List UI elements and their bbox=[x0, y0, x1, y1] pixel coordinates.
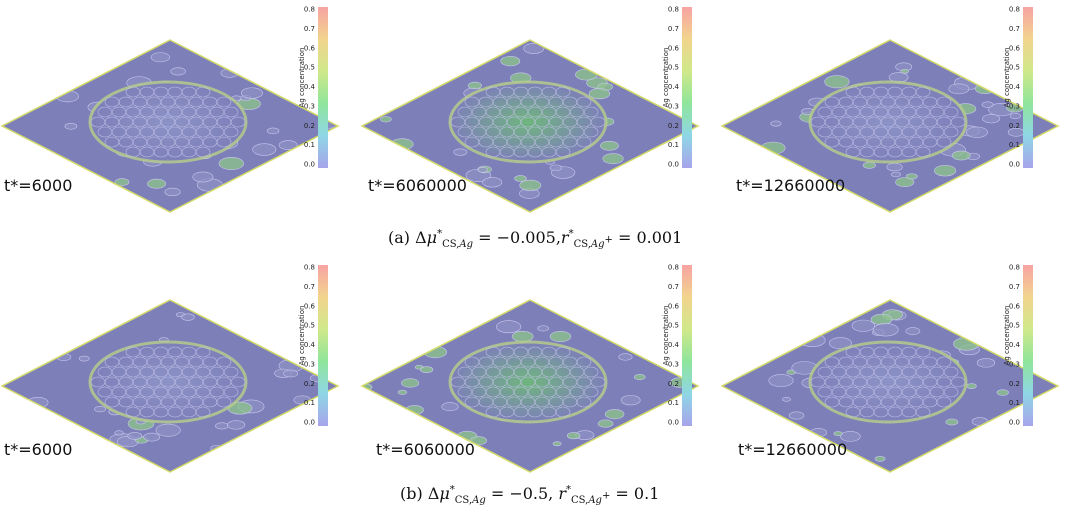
colorbar-tick-label: 0.1 bbox=[668, 399, 679, 407]
colorbar-tick-label: 0.3 bbox=[304, 360, 315, 368]
colorbar-tick-label: 0.1 bbox=[668, 141, 679, 149]
colorbar: 0.8 0.7 0.6 0.5 0.4 0.3 0.2 0.1 0.0 Ag concentrat… bbox=[298, 264, 328, 427]
colorbar-tick-label: 0.7 bbox=[1009, 283, 1020, 291]
colorbar-tick-label: 0.0 bbox=[304, 419, 315, 427]
colorbar-tick-label: 0.3 bbox=[668, 360, 679, 368]
colorbar: 0.8 0.7 0.6 0.5 0.4 0.3 0.2 0.1 0.0 Ag concentrat… bbox=[298, 6, 328, 169]
colorbar-title: Ag concentration bbox=[1003, 306, 1011, 366]
colorbar-tick-label: 0.5 bbox=[668, 322, 679, 330]
colorbar-tick-label: 0.1 bbox=[304, 141, 315, 149]
colorbar-tick-label: 0.2 bbox=[1009, 122, 1020, 130]
colorbar-tick-label: 0.6 bbox=[668, 44, 680, 52]
colorbar-tick-label: 0.6 bbox=[304, 44, 316, 52]
colorbar-tick-label: 0.8 bbox=[668, 6, 679, 14]
colorbar-tick-label: 0.8 bbox=[304, 6, 315, 14]
simulation-plot-b2: 0.8 0.7 0.6 0.5 0.4 0.3 0.2 0.1 0.0 Ag concentrat… bbox=[360, 264, 700, 473]
colorbar-tick-label: 0.0 bbox=[1009, 419, 1020, 427]
simulation-plate bbox=[0, 39, 340, 213]
colorbar-tick-label: 0.1 bbox=[1009, 399, 1020, 407]
colorbar-tick-label: 0.5 bbox=[1009, 64, 1020, 72]
time-label: t*=6060000 bbox=[368, 176, 467, 195]
colorbar-title: Ag concentration bbox=[298, 306, 306, 366]
time-label: t*=6000 bbox=[4, 176, 73, 195]
colorbar-tick-label: 0.4 bbox=[668, 83, 680, 91]
colorbar-tick-label: 0.3 bbox=[1009, 102, 1020, 110]
colorbar-tick-label: 0.6 bbox=[668, 302, 680, 310]
colorbar-tick-label: 0.0 bbox=[668, 419, 679, 427]
r-value: 0.1 bbox=[633, 484, 660, 503]
time-label: t*=12660000 bbox=[738, 440, 848, 459]
simulation-plot-a2: 0.8 0.7 0.6 0.5 0.4 0.3 0.2 0.1 0.0 Ag concentrat… bbox=[360, 6, 700, 213]
colorbar-tick-label: 0.3 bbox=[1009, 360, 1020, 368]
time-label: t*=12660000 bbox=[736, 176, 846, 195]
caption-a: (a) Δμ*CS,Ag = −0.005,r*CS,Ag+ = 0.001 bbox=[388, 228, 683, 251]
colorbar-tick-label: 0.2 bbox=[1009, 380, 1020, 388]
caption-prefix: (b) bbox=[400, 484, 423, 503]
colorbar: 0.8 0.7 0.6 0.5 0.4 0.3 0.2 0.1 0.0 Ag concentrat… bbox=[1003, 6, 1033, 169]
colorbar-tick-label: 0.8 bbox=[304, 264, 315, 272]
colorbar-title: Ag concentration bbox=[1003, 48, 1011, 108]
colorbar-tick-label: 0.6 bbox=[1009, 44, 1021, 52]
simulation-plot-a3: 0.8 0.7 0.6 0.5 0.4 0.3 0.2 0.1 0.0 Ag concentrat… bbox=[720, 6, 1060, 213]
simulation-plate bbox=[720, 39, 1060, 213]
panel-a2: 0.8 0.7 0.6 0.5 0.4 0.3 0.2 0.1 0.0 Ag concentrat… bbox=[360, 0, 720, 240]
colorbar-tick-label: 0.7 bbox=[304, 283, 315, 291]
delta-mu-value: −0.5, bbox=[509, 484, 554, 503]
colorbar-title: Ag concentration bbox=[298, 48, 306, 108]
colorbar-tick-label: 0.0 bbox=[1009, 161, 1020, 169]
colorbar: 0.8 0.7 0.6 0.5 0.4 0.3 0.2 0.1 0.0 Ag concentrat… bbox=[662, 264, 692, 427]
panel-a1: 0.8 0.7 0.6 0.5 0.4 0.3 0.2 0.1 0.0 Ag concentrat… bbox=[0, 0, 360, 240]
simulation-plot-b1: 0.8 0.7 0.6 0.5 0.4 0.3 0.2 0.1 0.0 Ag concentrat… bbox=[0, 264, 340, 473]
simulation-plate bbox=[360, 39, 700, 213]
delta-mu-value: −0.005, bbox=[496, 228, 561, 247]
colorbar-tick-label: 0.0 bbox=[668, 161, 679, 169]
panel-b3: 0.8 0.7 0.6 0.5 0.4 0.3 0.2 0.1 0.0 Ag concentrat… bbox=[720, 258, 1065, 498]
simulation-plate bbox=[0, 299, 340, 473]
colorbar-tick-label: 0.4 bbox=[1009, 83, 1021, 91]
colorbar-tick-label: 0.6 bbox=[1009, 302, 1021, 310]
caption-prefix: (a) bbox=[388, 228, 411, 247]
colorbar-tick-label: 0.5 bbox=[1009, 322, 1020, 330]
colorbar-tick-label: 0.5 bbox=[304, 322, 315, 330]
colorbar-tick-label: 0.4 bbox=[1009, 341, 1021, 349]
colorbar-tick-label: 0.2 bbox=[304, 380, 315, 388]
simulation-plot-b3: 0.8 0.7 0.6 0.5 0.4 0.3 0.2 0.1 0.0 Ag concentrat… bbox=[720, 264, 1060, 473]
colorbar-tick-label: 0.4 bbox=[668, 341, 680, 349]
colorbar-tick-label: 0.2 bbox=[304, 122, 315, 130]
simulation-plate bbox=[720, 299, 1060, 473]
colorbar-tick-label: 0.7 bbox=[668, 283, 679, 291]
colorbar-title: Ag concentration bbox=[662, 48, 670, 108]
panel-a3: 0.8 0.7 0.6 0.5 0.4 0.3 0.2 0.1 0.0 Ag concentrat… bbox=[720, 0, 1065, 240]
colorbar-tick-label: 0.2 bbox=[668, 380, 679, 388]
colorbar-tick-label: 0.8 bbox=[1009, 264, 1020, 272]
colorbar-tick-label: 0.1 bbox=[304, 399, 315, 407]
panel-b2: 0.8 0.7 0.6 0.5 0.4 0.3 0.2 0.1 0.0 Ag concentrat… bbox=[360, 258, 720, 498]
r-value: 0.001 bbox=[636, 228, 683, 247]
colorbar-tick-label: 0.8 bbox=[1009, 6, 1020, 14]
time-label: t*=6000 bbox=[4, 440, 73, 459]
colorbar-tick-label: 0.5 bbox=[304, 64, 315, 72]
caption-b: (b) Δμ*CS,Ag = −0.5, r*CS,Ag+ = 0.1 bbox=[400, 484, 660, 507]
simulation-plate bbox=[360, 299, 700, 473]
time-label: t*=6060000 bbox=[376, 440, 475, 459]
colorbar: 0.8 0.7 0.6 0.5 0.4 0.3 0.2 0.1 0.0 Ag concentrat… bbox=[1003, 264, 1033, 427]
colorbar-tick-label: 0.6 bbox=[304, 302, 316, 310]
colorbar-tick-label: 0.4 bbox=[304, 83, 316, 91]
colorbar-tick-label: 0.8 bbox=[668, 264, 679, 272]
colorbar: 0.8 0.7 0.6 0.5 0.4 0.3 0.2 0.1 0.0 Ag concentrat… bbox=[662, 6, 692, 169]
colorbar-tick-label: 0.7 bbox=[304, 25, 315, 33]
colorbar-tick-label: 0.7 bbox=[668, 25, 679, 33]
colorbar-tick-label: 0.5 bbox=[668, 64, 679, 72]
colorbar-tick-label: 0.3 bbox=[668, 102, 679, 110]
colorbar-tick-label: 0.7 bbox=[1009, 25, 1020, 33]
colorbar-tick-label: 0.3 bbox=[304, 102, 315, 110]
colorbar-title: Ag concentration bbox=[662, 306, 670, 366]
colorbar-tick-label: 0.4 bbox=[304, 341, 316, 349]
colorbar-tick-label: 0.2 bbox=[668, 122, 679, 130]
colorbar-tick-label: 0.0 bbox=[304, 161, 315, 169]
simulation-plot-a1: 0.8 0.7 0.6 0.5 0.4 0.3 0.2 0.1 0.0 Ag concentrat… bbox=[0, 6, 340, 213]
colorbar-tick-label: 0.1 bbox=[1009, 141, 1020, 149]
panel-b1: 0.8 0.7 0.6 0.5 0.4 0.3 0.2 0.1 0.0 Ag concentrat… bbox=[0, 258, 360, 498]
